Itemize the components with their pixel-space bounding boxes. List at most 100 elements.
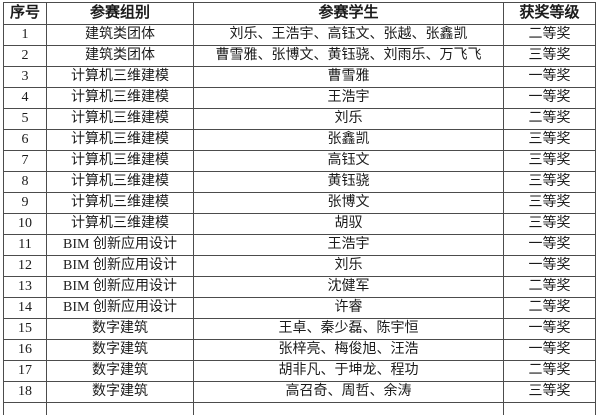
cell-students: 王卓、秦少磊、陈宇恒 bbox=[193, 318, 504, 340]
cell-students: 王浩宇 bbox=[193, 234, 504, 256]
cell-serial-number: 11 bbox=[3, 234, 47, 256]
cell-award: 三等奖 bbox=[503, 381, 596, 403]
cell-group: 建筑类团体 bbox=[46, 24, 194, 46]
cell-group: 建筑类团体 bbox=[46, 45, 194, 67]
cell-award: 三等奖 bbox=[503, 192, 596, 214]
cell-serial-number: 7 bbox=[3, 150, 47, 172]
table-row: 8 计算机三维建模 黄钰骁 三等奖 bbox=[3, 171, 596, 193]
cell-group: 计算机三维建模 bbox=[46, 192, 194, 214]
cell-students: 刘乐 bbox=[193, 255, 504, 277]
cell-serial-number: 4 bbox=[3, 87, 47, 109]
cell-award bbox=[503, 402, 596, 415]
cell-group: 计算机三维建模 bbox=[46, 87, 194, 109]
cell-serial-number: 13 bbox=[3, 276, 47, 298]
cell-serial-number: 14 bbox=[3, 297, 47, 319]
cell-students: 张鑫凯 bbox=[193, 129, 504, 151]
cell-award: 二等奖 bbox=[503, 276, 596, 298]
cell-serial-number: 12 bbox=[3, 255, 47, 277]
cell-group bbox=[46, 402, 194, 415]
table-row: 5 计算机三维建模 刘乐 二等奖 bbox=[3, 108, 596, 130]
table-row-cutoff bbox=[3, 402, 596, 415]
table-row: 18 数字建筑 高召奇、周哲、余涛 三等奖 bbox=[3, 381, 596, 403]
cell-serial-number: 6 bbox=[3, 129, 47, 151]
cell-group: 计算机三维建模 bbox=[46, 171, 194, 193]
cell-students: 张梓亮、梅俊旭、汪浩 bbox=[193, 339, 504, 361]
cell-award: 二等奖 bbox=[503, 360, 596, 382]
cell-group: 计算机三维建模 bbox=[46, 213, 194, 235]
column-header-group: 参赛组别 bbox=[46, 2, 194, 25]
document-page: 序号 参赛组别 参赛学生 获奖等级 1 建筑类团体 刘乐、王浩宇、高钰文、张越、… bbox=[3, 2, 596, 415]
cell-serial-number: 16 bbox=[3, 339, 47, 361]
table-row: 1 建筑类团体 刘乐、王浩宇、高钰文、张越、张鑫凯 二等奖 bbox=[3, 24, 596, 46]
cell-award: 三等奖 bbox=[503, 45, 596, 67]
table-row: 12 BIM 创新应用设计 刘乐 一等奖 bbox=[3, 255, 596, 277]
cell-serial-number: 2 bbox=[3, 45, 47, 67]
table-row: 3 计算机三维建模 曹雪雅 一等奖 bbox=[3, 66, 596, 88]
cell-award: 三等奖 bbox=[503, 150, 596, 172]
cell-students: 高钰文 bbox=[193, 150, 504, 172]
cell-students: 胡非凡、于坤龙、程功 bbox=[193, 360, 504, 382]
column-header-award: 获奖等级 bbox=[503, 2, 596, 25]
cell-award: 三等奖 bbox=[503, 171, 596, 193]
cell-students: 许睿 bbox=[193, 297, 504, 319]
cell-students: 胡驭 bbox=[193, 213, 504, 235]
cell-students: 曹雪雅 bbox=[193, 66, 504, 88]
cell-students: 沈健军 bbox=[193, 276, 504, 298]
cell-award: 二等奖 bbox=[503, 297, 596, 319]
table-row: 7 计算机三维建模 高钰文 三等奖 bbox=[3, 150, 596, 172]
table-row: 17 数字建筑 胡非凡、于坤龙、程功 二等奖 bbox=[3, 360, 596, 382]
cell-award: 一等奖 bbox=[503, 255, 596, 277]
table-row: 2 建筑类团体 曹雪雅、张博文、黄钰骁、刘雨乐、万飞飞 三等奖 bbox=[3, 45, 596, 67]
cell-serial-number: 17 bbox=[3, 360, 47, 382]
cell-award: 三等奖 bbox=[503, 213, 596, 235]
cell-group: BIM 创新应用设计 bbox=[46, 276, 194, 298]
cell-award: 一等奖 bbox=[503, 66, 596, 88]
cell-students: 刘乐 bbox=[193, 108, 504, 130]
cell-award: 三等奖 bbox=[503, 129, 596, 151]
cell-serial-number: 1 bbox=[3, 24, 47, 46]
cell-serial-number: 3 bbox=[3, 66, 47, 88]
cell-group: 计算机三维建模 bbox=[46, 129, 194, 151]
cell-students bbox=[193, 402, 504, 415]
cell-group: 数字建筑 bbox=[46, 360, 194, 382]
cell-students: 张博文 bbox=[193, 192, 504, 214]
cell-award: 一等奖 bbox=[503, 87, 596, 109]
cell-group: BIM 创新应用设计 bbox=[46, 234, 194, 256]
cell-award: 二等奖 bbox=[503, 108, 596, 130]
table-row: 10 计算机三维建模 胡驭 三等奖 bbox=[3, 213, 596, 235]
table-row: 13 BIM 创新应用设计 沈健军 二等奖 bbox=[3, 276, 596, 298]
cell-group: 数字建筑 bbox=[46, 318, 194, 340]
cell-students: 高召奇、周哲、余涛 bbox=[193, 381, 504, 403]
table-row: 15 数字建筑 王卓、秦少磊、陈宇恒 一等奖 bbox=[3, 318, 596, 340]
cell-group: BIM 创新应用设计 bbox=[46, 255, 194, 277]
cell-serial-number: 5 bbox=[3, 108, 47, 130]
table-row: 6 计算机三维建模 张鑫凯 三等奖 bbox=[3, 129, 596, 151]
cell-group: 计算机三维建模 bbox=[46, 108, 194, 130]
cell-group: 数字建筑 bbox=[46, 381, 194, 403]
table-row: 11 BIM 创新应用设计 王浩宇 一等奖 bbox=[3, 234, 596, 256]
cell-serial-number: 10 bbox=[3, 213, 47, 235]
cell-students: 黄钰骁 bbox=[193, 171, 504, 193]
cell-serial-number: 9 bbox=[3, 192, 47, 214]
column-header-students: 参赛学生 bbox=[193, 2, 504, 25]
cell-award: 一等奖 bbox=[503, 339, 596, 361]
table-row: 4 计算机三维建模 王浩宇 一等奖 bbox=[3, 87, 596, 109]
cell-students: 王浩宇 bbox=[193, 87, 504, 109]
awards-table: 序号 参赛组别 参赛学生 获奖等级 1 建筑类团体 刘乐、王浩宇、高钰文、张越、… bbox=[3, 2, 596, 415]
cell-award: 二等奖 bbox=[503, 24, 596, 46]
table-header-row: 序号 参赛组别 参赛学生 获奖等级 bbox=[3, 2, 596, 25]
table-row: 14 BIM 创新应用设计 许睿 二等奖 bbox=[3, 297, 596, 319]
cell-serial-number bbox=[3, 402, 47, 415]
cell-group: BIM 创新应用设计 bbox=[46, 297, 194, 319]
cell-award: 一等奖 bbox=[503, 318, 596, 340]
cell-group: 计算机三维建模 bbox=[46, 66, 194, 88]
cell-students: 曹雪雅、张博文、黄钰骁、刘雨乐、万飞飞 bbox=[193, 45, 504, 67]
cell-students: 刘乐、王浩宇、高钰文、张越、张鑫凯 bbox=[193, 24, 504, 46]
column-header-no: 序号 bbox=[3, 2, 47, 25]
cell-serial-number: 8 bbox=[3, 171, 47, 193]
cell-award: 一等奖 bbox=[503, 234, 596, 256]
cell-group: 计算机三维建模 bbox=[46, 150, 194, 172]
cell-serial-number: 15 bbox=[3, 318, 47, 340]
cell-serial-number: 18 bbox=[3, 381, 47, 403]
table-row: 16 数字建筑 张梓亮、梅俊旭、汪浩 一等奖 bbox=[3, 339, 596, 361]
